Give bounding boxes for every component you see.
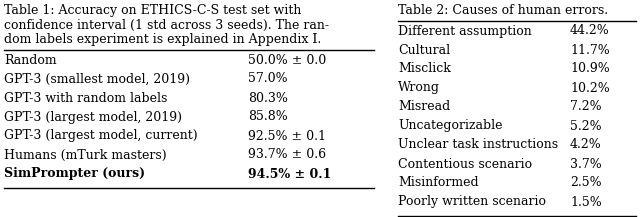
Text: 5.2%: 5.2%	[570, 120, 602, 133]
Text: Wrong: Wrong	[398, 82, 440, 94]
Text: 7.2%: 7.2%	[570, 100, 602, 113]
Text: 57.0%: 57.0%	[248, 72, 287, 85]
Text: Misclick: Misclick	[398, 62, 451, 76]
Text: 44.2%: 44.2%	[570, 25, 610, 38]
Text: Table 1: Accuracy on ETHICS-C-S test set with: Table 1: Accuracy on ETHICS-C-S test set…	[4, 4, 301, 17]
Text: Unclear task instructions: Unclear task instructions	[398, 138, 558, 151]
Text: Poorly written scenario: Poorly written scenario	[398, 196, 546, 209]
Text: 1.5%: 1.5%	[570, 196, 602, 209]
Text: 93.7% ± 0.6: 93.7% ± 0.6	[248, 148, 326, 161]
Text: 94.5% ± 0.1: 94.5% ± 0.1	[248, 168, 332, 181]
Text: 2.5%: 2.5%	[570, 176, 602, 189]
Text: Cultural: Cultural	[398, 43, 450, 56]
Text: 50.0% ± 0.0: 50.0% ± 0.0	[248, 54, 326, 66]
Text: GPT-3 with random labels: GPT-3 with random labels	[4, 92, 168, 105]
Text: Different assumption: Different assumption	[398, 25, 532, 38]
Text: 10.9%: 10.9%	[570, 62, 610, 76]
Text: GPT-3 (smallest model, 2019): GPT-3 (smallest model, 2019)	[4, 72, 190, 85]
Text: Random: Random	[4, 54, 56, 66]
Text: dom labels experiment is explained in Appendix I.: dom labels experiment is explained in Ap…	[4, 33, 321, 46]
Text: 10.2%: 10.2%	[570, 82, 610, 94]
Text: Misread: Misread	[398, 100, 451, 113]
Text: GPT-3 (largest model, 2019): GPT-3 (largest model, 2019)	[4, 110, 182, 123]
Text: Table 2: Causes of human errors.: Table 2: Causes of human errors.	[398, 4, 608, 17]
Text: Contentious scenario: Contentious scenario	[398, 158, 532, 171]
Text: 85.8%: 85.8%	[248, 110, 288, 123]
Text: Uncategorizable: Uncategorizable	[398, 120, 502, 133]
Text: 3.7%: 3.7%	[570, 158, 602, 171]
Text: 11.7%: 11.7%	[570, 43, 610, 56]
Text: 92.5% ± 0.1: 92.5% ± 0.1	[248, 130, 326, 143]
Text: confidence interval (1 std across 3 seeds). The ran-: confidence interval (1 std across 3 seed…	[4, 18, 329, 31]
Text: 80.3%: 80.3%	[248, 92, 288, 105]
Text: 4.2%: 4.2%	[570, 138, 602, 151]
Text: GPT-3 (largest model, current): GPT-3 (largest model, current)	[4, 130, 198, 143]
Text: SimPrompter (ours): SimPrompter (ours)	[4, 168, 145, 181]
Text: Misinformed: Misinformed	[398, 176, 479, 189]
Text: Humans (mTurk masters): Humans (mTurk masters)	[4, 148, 166, 161]
